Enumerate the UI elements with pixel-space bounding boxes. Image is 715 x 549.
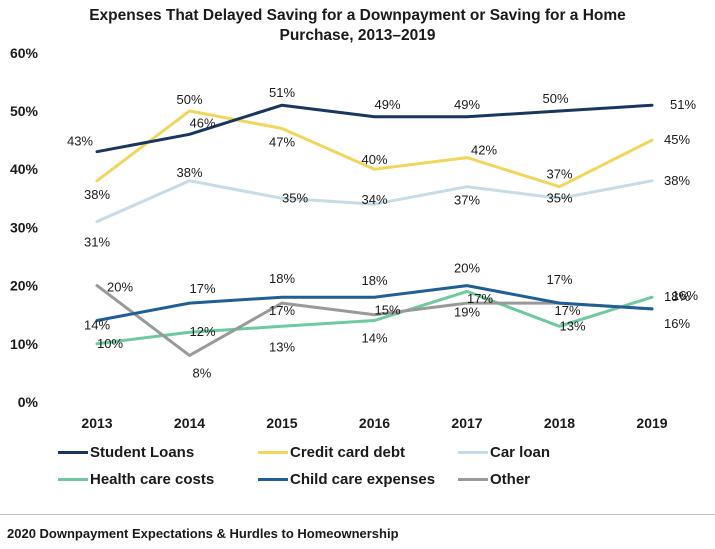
y-tick-label: 20% bbox=[10, 278, 39, 294]
data-label: 18% bbox=[664, 289, 690, 304]
legend-swatch bbox=[258, 478, 288, 481]
x-tick-label: 2019 bbox=[636, 415, 667, 431]
y-tick-label: 30% bbox=[10, 219, 39, 235]
legend-label: Child care expenses bbox=[290, 471, 436, 488]
legend-swatch bbox=[458, 478, 488, 481]
series-line bbox=[95, 109, 654, 189]
data-label: 37% bbox=[546, 167, 572, 182]
data-label: 46% bbox=[190, 115, 216, 130]
legend-label: Other bbox=[490, 471, 531, 488]
data-label: 50% bbox=[176, 92, 202, 107]
data-label: 35% bbox=[282, 190, 308, 205]
chart-title: Expenses That Delayed Saving for a Downp… bbox=[0, 6, 715, 46]
x-tick-label: 2015 bbox=[266, 415, 297, 431]
data-label: 15% bbox=[375, 303, 401, 318]
y-tick-label: 40% bbox=[10, 161, 39, 177]
x-tick-label: 2017 bbox=[451, 415, 482, 431]
data-label: 38% bbox=[664, 173, 690, 188]
x-tick-label: 2018 bbox=[544, 415, 575, 431]
data-label: 49% bbox=[375, 97, 401, 112]
data-label: 20% bbox=[107, 280, 133, 295]
data-label: 38% bbox=[84, 187, 110, 202]
series-line bbox=[95, 284, 654, 322]
data-label: 14% bbox=[84, 318, 110, 333]
legend-item-other: Other bbox=[458, 471, 530, 488]
data-label: 18% bbox=[361, 273, 387, 288]
data-label: 18% bbox=[269, 271, 295, 286]
chart-footer: 2020 Downpayment Expectations & Hurdles … bbox=[7, 526, 399, 541]
data-label: 47% bbox=[269, 134, 295, 149]
data-label: 31% bbox=[84, 235, 110, 250]
legend-swatch bbox=[58, 451, 88, 454]
data-label: 17% bbox=[546, 272, 572, 287]
legend-swatch bbox=[58, 478, 88, 481]
data-label: 51% bbox=[670, 97, 696, 112]
x-tick-label: 2014 bbox=[174, 415, 205, 431]
legend-item-car-loan: Car loan bbox=[458, 444, 550, 461]
series-line bbox=[95, 103, 654, 154]
data-label: 43% bbox=[67, 134, 93, 149]
y-tick-label: 10% bbox=[10, 336, 39, 352]
data-label: 17% bbox=[269, 303, 295, 318]
data-label: 20% bbox=[454, 261, 480, 276]
data-label: 51% bbox=[269, 85, 295, 100]
data-label: 12% bbox=[190, 324, 216, 339]
legend-swatch bbox=[458, 451, 488, 454]
data-label: 34% bbox=[361, 192, 387, 207]
data-label: 37% bbox=[454, 193, 480, 208]
legend-swatch bbox=[258, 451, 288, 454]
y-tick-label: 50% bbox=[10, 103, 39, 119]
x-tick-label: 2016 bbox=[359, 415, 390, 431]
data-label: 50% bbox=[542, 91, 568, 106]
series-line bbox=[95, 289, 654, 346]
footer-divider bbox=[0, 514, 715, 515]
legend-item-child-care-expenses: Child care expenses bbox=[258, 471, 435, 488]
data-label: 17% bbox=[555, 303, 581, 318]
data-label: 13% bbox=[560, 318, 586, 333]
data-label: 10% bbox=[97, 336, 123, 351]
data-label: 16% bbox=[672, 288, 698, 303]
data-label: 16% bbox=[664, 316, 690, 331]
legend-item-student-loans: Student Loans bbox=[58, 444, 194, 461]
y-tick-label: 60% bbox=[10, 45, 39, 61]
chart-title-line-2: Purchase, 2013–2019 bbox=[279, 27, 436, 44]
x-tick-label: 2013 bbox=[81, 415, 112, 431]
data-label: 17% bbox=[190, 281, 216, 296]
data-label: 13% bbox=[269, 339, 295, 354]
legend-label: Health care costs bbox=[90, 471, 215, 488]
data-label: 35% bbox=[546, 190, 572, 205]
data-label: 45% bbox=[664, 132, 690, 147]
series-line bbox=[95, 179, 654, 224]
data-label: 17% bbox=[467, 291, 493, 306]
data-label: 38% bbox=[176, 165, 202, 180]
legend-item-health-care-costs: Health care costs bbox=[58, 471, 214, 488]
chart-title-line-1: Expenses That Delayed Saving for a Downp… bbox=[89, 7, 626, 24]
y-tick-label: 0% bbox=[18, 394, 39, 410]
data-label: 40% bbox=[361, 152, 387, 167]
data-label: 42% bbox=[471, 143, 497, 158]
data-label: 14% bbox=[361, 331, 387, 346]
legend-item-credit-card-debt: Credit card debt bbox=[258, 444, 405, 461]
legend-label: Car loan bbox=[490, 444, 551, 461]
legend-label: Student Loans bbox=[90, 444, 195, 461]
legend-label: Credit card debt bbox=[290, 444, 406, 461]
data-label: 8% bbox=[193, 365, 212, 380]
data-label: 19% bbox=[454, 304, 480, 319]
data-label: 49% bbox=[454, 97, 480, 112]
